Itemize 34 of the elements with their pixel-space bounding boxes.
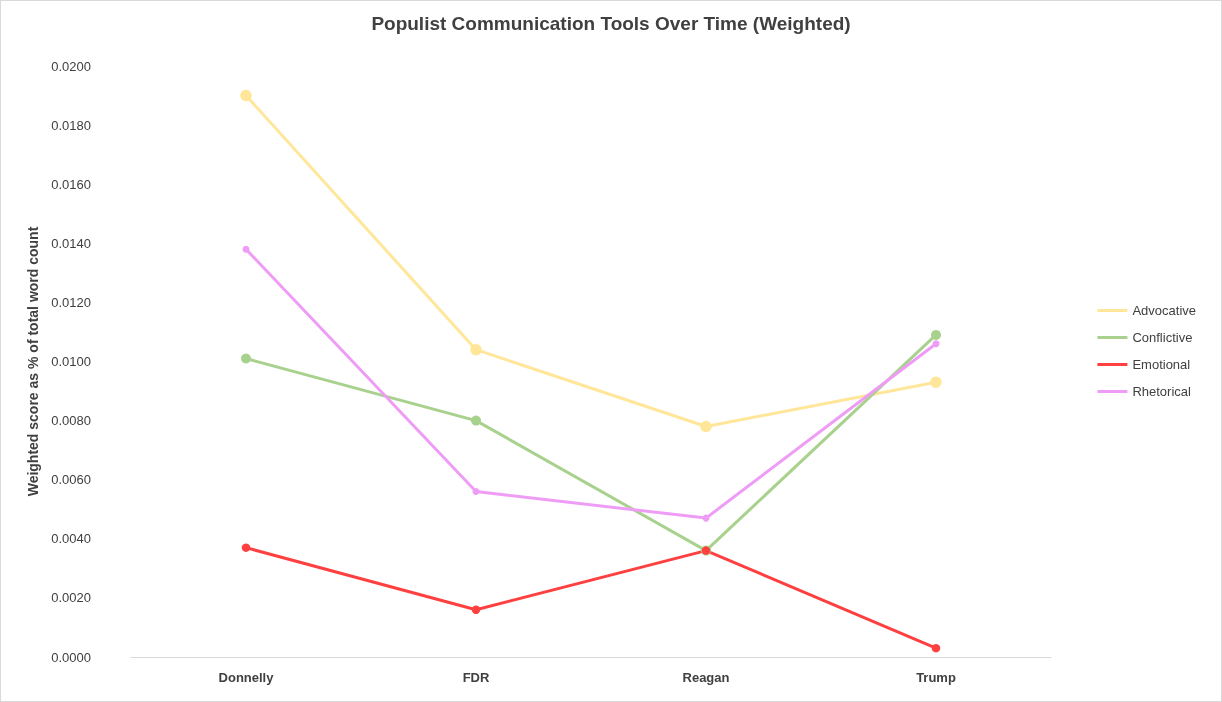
point bbox=[241, 353, 251, 364]
chart-title: Populist Communication Tools Over Time (Weighted) bbox=[371, 13, 851, 34]
point bbox=[931, 329, 941, 340]
x-tick-label: Trump bbox=[916, 670, 956, 685]
point bbox=[472, 488, 480, 496]
point bbox=[470, 343, 482, 356]
y-tick-label: 0.0000 bbox=[51, 649, 91, 665]
legend-label: Rhetorical bbox=[1132, 384, 1192, 399]
point bbox=[240, 89, 252, 102]
point bbox=[471, 415, 481, 426]
point bbox=[932, 340, 940, 348]
y-tick-label: 0.0020 bbox=[51, 590, 91, 606]
point bbox=[242, 245, 250, 253]
y-tick-label: 0.0160 bbox=[51, 176, 91, 192]
x-tick-label: Reagan bbox=[682, 670, 730, 685]
y-tick-label: 0.0120 bbox=[51, 294, 91, 310]
point bbox=[700, 420, 712, 433]
y-tick-label: 0.0180 bbox=[51, 117, 91, 133]
legend-label: Conflictive bbox=[1132, 330, 1193, 345]
point bbox=[931, 643, 941, 653]
legend-label: Emotional bbox=[1132, 357, 1191, 372]
y-tick-label: 0.0060 bbox=[51, 472, 91, 488]
x-tick-label: FDR bbox=[462, 670, 490, 685]
point bbox=[471, 605, 481, 614]
y-tick-label: 0.0040 bbox=[51, 531, 91, 547]
x-tick-label: Donnelly bbox=[218, 670, 275, 685]
point bbox=[930, 376, 942, 388]
legend-label: Advocative bbox=[1132, 303, 1196, 318]
y-axis-title: Weighted score as % of total word count bbox=[25, 226, 42, 497]
y-tick-label: 0.0100 bbox=[51, 354, 91, 369]
y-tick-label: 0.0200 bbox=[51, 58, 91, 74]
y-tick-label: 0.0140 bbox=[51, 235, 91, 251]
point bbox=[241, 543, 251, 552]
y-tick-label: 0.0080 bbox=[51, 413, 91, 429]
